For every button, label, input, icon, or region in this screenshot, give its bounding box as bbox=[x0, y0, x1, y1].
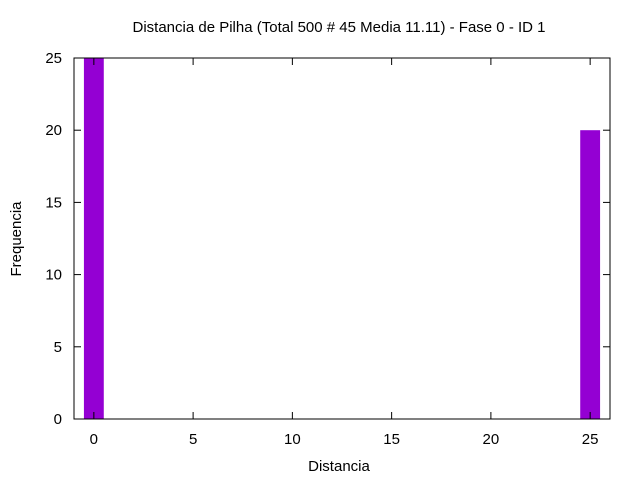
plot-border bbox=[73, 57, 611, 420]
y-axis-label: Frequencia bbox=[8, 201, 25, 277]
bars bbox=[83, 58, 601, 419]
x-tick-label-15: 15 bbox=[383, 431, 400, 448]
y-tick-label-10: 10 bbox=[45, 267, 62, 284]
y-tick-label-25: 25 bbox=[45, 50, 62, 67]
y-tick-label-5: 5 bbox=[54, 339, 62, 356]
chart-title: Distancia de Pilha (Total 500 # 45 Media… bbox=[133, 19, 546, 36]
x-tick-label-0: 0 bbox=[90, 431, 98, 448]
x-tick-label-10: 10 bbox=[284, 431, 301, 448]
x-tick-label-5: 5 bbox=[189, 431, 197, 448]
x-tick-label-25: 25 bbox=[582, 431, 599, 448]
y-tick-label-15: 15 bbox=[45, 194, 62, 211]
y-tick-label-0: 0 bbox=[54, 411, 62, 428]
x-axis-label: Distancia bbox=[308, 458, 370, 475]
bar-0 bbox=[83, 58, 104, 419]
bar-25 bbox=[580, 130, 601, 419]
y-tick-label-20: 20 bbox=[45, 122, 62, 139]
x-tick-label-20: 20 bbox=[483, 431, 500, 448]
ticks: 0 5 10 15 20 25 0 5 10 15 20 25 bbox=[45, 50, 610, 448]
